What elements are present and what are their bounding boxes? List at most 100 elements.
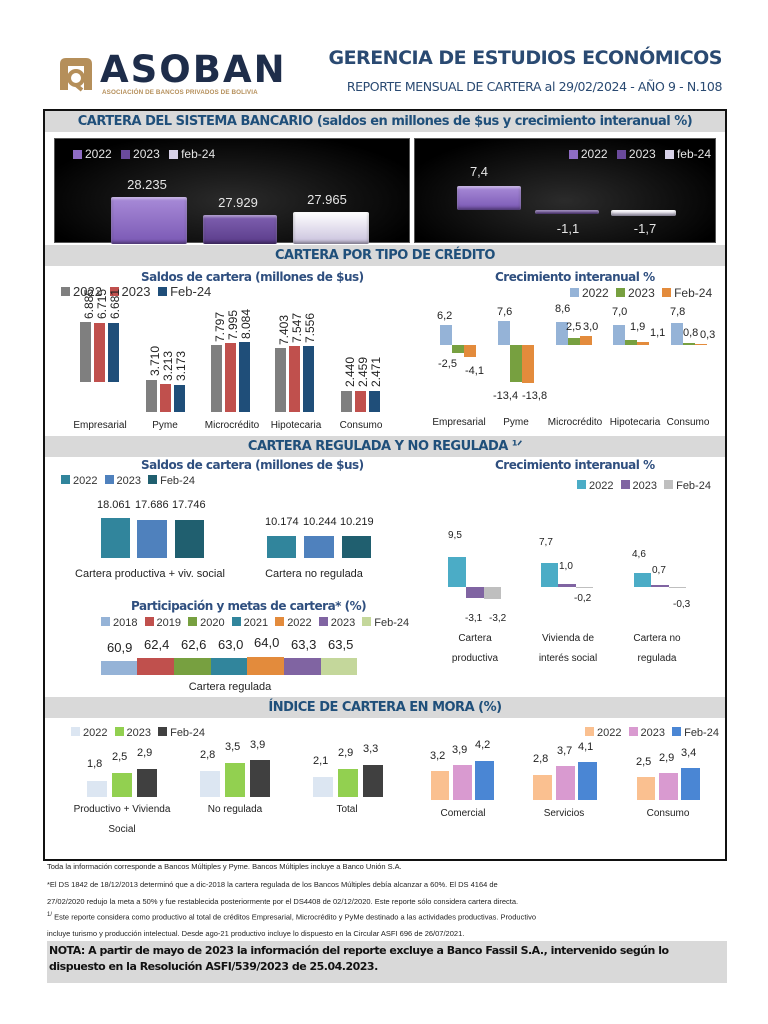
bar	[637, 777, 655, 800]
bar-label: 64,0	[254, 635, 280, 650]
legend-swatch-2023	[620, 480, 630, 489]
category-label: Total	[336, 804, 358, 815]
bar-label: 3,3	[363, 743, 379, 755]
legend-swatch-2020	[188, 617, 198, 626]
bar-label: 4,2	[475, 739, 491, 751]
legend-swatch-feb24	[672, 727, 682, 736]
legend-swatch-2022	[73, 150, 82, 159]
bar	[313, 777, 333, 797]
bar-label: -0,2	[574, 593, 592, 604]
bar-label: -1,1	[556, 221, 580, 236]
bar	[669, 587, 686, 588]
bar	[137, 769, 157, 797]
legend-swatch-2023	[109, 287, 119, 296]
bar	[568, 338, 580, 345]
category-label: Hipotecaria	[270, 420, 322, 431]
legend-swatch-2023	[616, 150, 626, 159]
bar-label: 1,9	[630, 321, 646, 333]
bar-label: 3,9	[250, 739, 266, 751]
bar	[250, 760, 270, 797]
legend-swatch-feb24	[662, 288, 672, 297]
footnote-5: incluye turismo y producción intelectual…	[47, 929, 465, 938]
bar-label: 3,0	[583, 321, 599, 333]
bar	[225, 763, 245, 797]
category-label: Pyme	[152, 420, 178, 431]
bar-label: 7.547	[290, 312, 304, 343]
bar	[484, 587, 501, 599]
legend-swatch-2022	[568, 150, 578, 159]
bar	[200, 771, 220, 797]
chart-legend: 2022 2023 feb-24	[67, 147, 215, 161]
bar	[510, 345, 522, 382]
section-header-regulada: CARTERA REGULADA Y NO REGULADA ¹ᐟ	[45, 436, 725, 457]
bar	[146, 380, 157, 412]
legend-swatch-feb24	[148, 475, 158, 484]
bar-label: 18.061	[97, 499, 131, 511]
legend-swatch-2023	[318, 617, 328, 626]
bar	[651, 585, 669, 587]
section-header-mora: ÍNDICE DE CARTERA EN MORA (%)	[45, 697, 725, 718]
bar	[683, 343, 695, 345]
bar-label: 2,1	[313, 755, 329, 767]
bar-label: 62,6	[181, 637, 207, 652]
bar-label: 3,9	[452, 744, 468, 756]
bar-label: 7,6	[497, 306, 513, 318]
category-label: Servicios	[543, 808, 585, 819]
footnote-2: *El DS 1842 de 18/12/2013 determinó que …	[47, 880, 498, 889]
chart-title: Crecimiento interanual %	[495, 270, 655, 284]
category-label: Comercial	[440, 808, 486, 819]
legend-swatch-2022	[570, 288, 579, 297]
category-label: Consumo	[666, 417, 710, 428]
chart-legend: 2022 2023 Feb-24	[581, 727, 719, 739]
bar	[101, 518, 130, 558]
legend-swatch-feb24	[158, 727, 168, 736]
bar	[80, 322, 91, 382]
bar	[304, 536, 334, 558]
bar-label: 3,5	[225, 741, 241, 753]
bar-label: 0,7	[652, 565, 666, 576]
legend-swatch-2023	[616, 288, 626, 297]
bar	[87, 781, 107, 797]
bar	[342, 536, 371, 558]
nota-box: NOTA: A partir de mayo de 2023 la inform…	[47, 941, 727, 983]
bar	[303, 346, 314, 412]
bar-label: 63,0	[218, 637, 244, 652]
bar	[453, 765, 472, 800]
bar	[112, 773, 132, 797]
bar	[637, 342, 649, 345]
bar-label: 3.710	[148, 345, 162, 376]
bar	[671, 323, 683, 345]
bar-label: -0,3	[673, 599, 691, 610]
chart-title: Participación y metas de cartera* (%)	[131, 599, 367, 613]
report-header: ASOBAN ASOCIACIÓN DE BANCOS PRIVADOS DE …	[0, 0, 768, 108]
bar-label: 3,4	[681, 747, 697, 759]
page-title: GERENCIA DE ESTUDIOS ECONÓMICOS	[328, 47, 722, 69]
bar-label: 6.681	[108, 288, 122, 319]
bar	[211, 658, 247, 675]
bar-label: 10.174	[265, 516, 299, 528]
legend-swatch-2022	[585, 727, 594, 736]
bar-label: 2,5	[112, 751, 128, 763]
section-header-tipo-credito: CARTERA POR TIPO DE CRÉDITO	[45, 245, 725, 266]
legend-swatch-feb24	[169, 150, 179, 159]
bar-label: 2,9	[338, 747, 354, 759]
bar-label: 10.244	[303, 516, 337, 528]
bar-label: 1,0	[559, 561, 573, 572]
chart-title: Saldos de cartera (millones de $us)	[141, 458, 364, 472]
bar	[466, 587, 484, 598]
legend-swatch-2023	[104, 475, 114, 484]
bar-label: 27.965	[307, 192, 347, 207]
bar-label: -13,8	[522, 390, 548, 402]
bar	[101, 661, 137, 675]
bar	[369, 391, 380, 412]
bar-label: 7.797	[213, 311, 227, 342]
legend-swatch-2022	[61, 475, 70, 484]
category-label: Vivienda de interés social	[538, 633, 598, 664]
legend-swatch-2023	[121, 150, 131, 159]
legend-swatch-2019	[144, 617, 154, 626]
bar	[267, 536, 296, 558]
chart-legend: 2022 2023 Feb-24	[566, 286, 712, 300]
bar	[556, 322, 568, 345]
bar-label: -1,7	[633, 221, 657, 236]
bar-label: 7.556	[303, 312, 317, 343]
